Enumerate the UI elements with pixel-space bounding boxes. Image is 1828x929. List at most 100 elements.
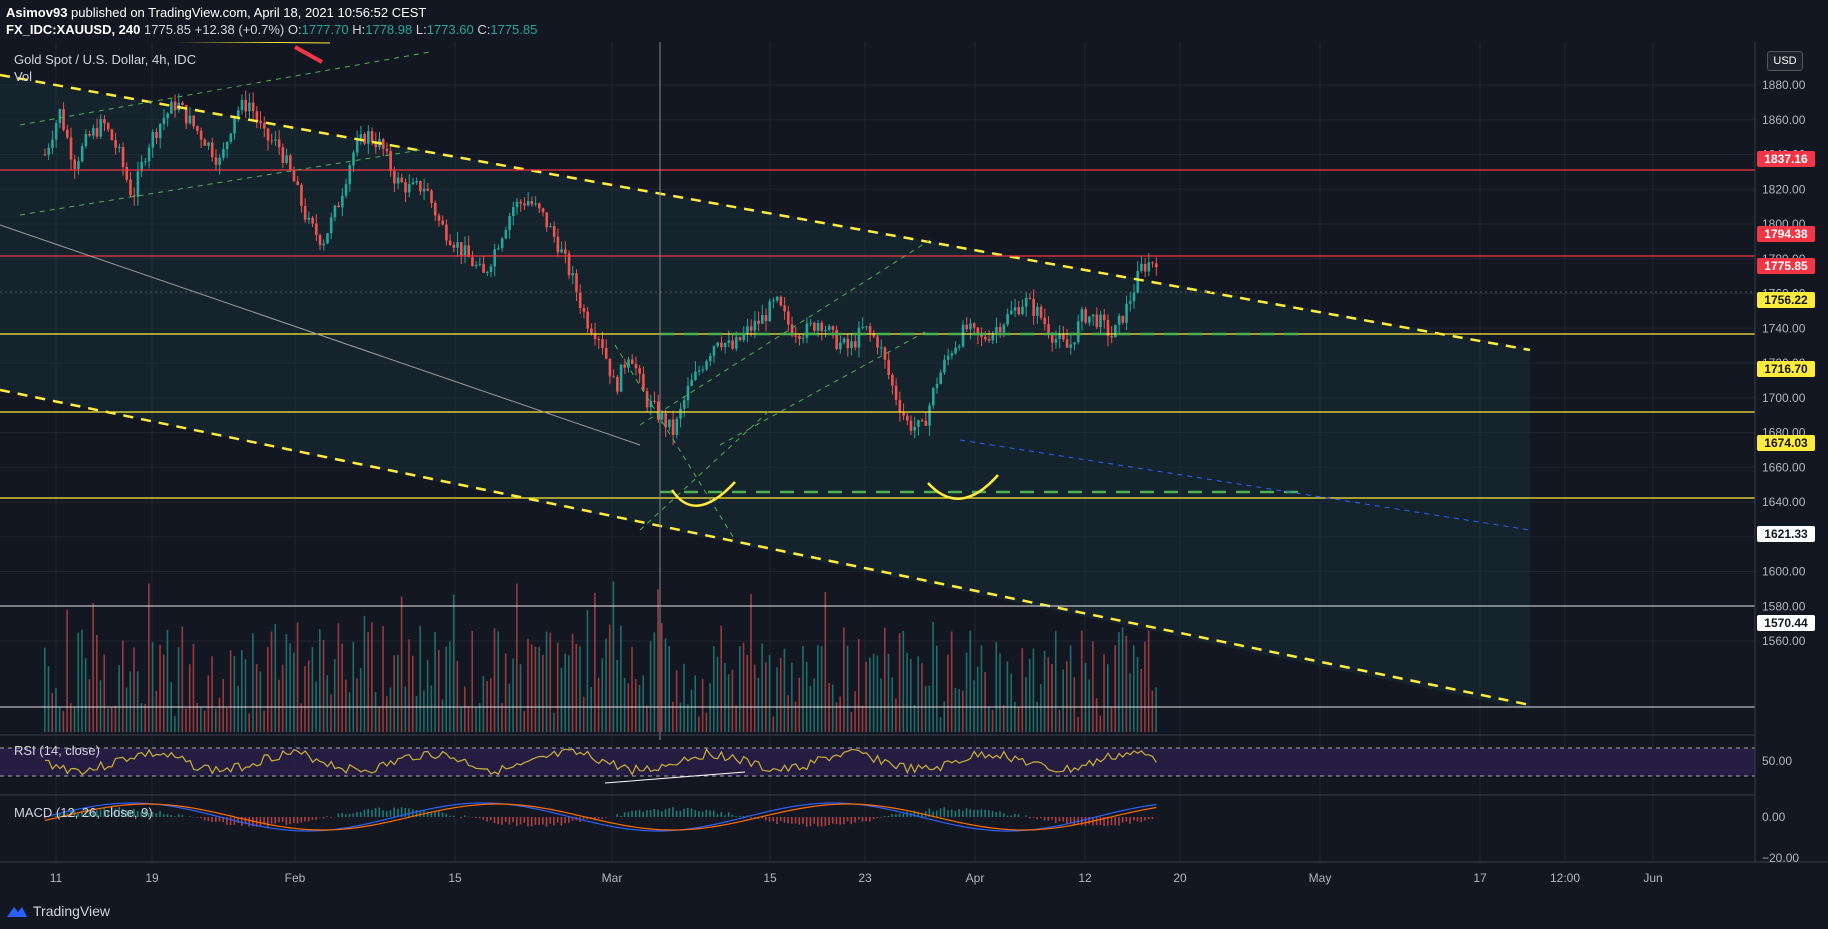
candle-body (244, 99, 247, 112)
volume-bar (441, 699, 444, 732)
candle-body (980, 334, 983, 337)
volume-legend[interactable]: Vol (14, 69, 33, 84)
candle-body (987, 339, 991, 341)
volume-bar (144, 703, 146, 732)
candle-body (1091, 314, 1095, 317)
candle-body (898, 399, 902, 413)
volume-bar (716, 656, 719, 732)
publish-info: published on TradingView.com, April 18, … (71, 5, 427, 20)
volume-bar (705, 712, 708, 732)
candle-body (801, 337, 805, 339)
macd-hist-bar (88, 809, 91, 817)
candle-body (1095, 314, 1099, 328)
candle-body (891, 374, 894, 386)
price-tag: 1794.38 (1757, 225, 1815, 242)
candle-body (203, 139, 207, 146)
macd-hist-bar (805, 817, 808, 827)
price-axis-label: 1600.00 (1762, 565, 1806, 579)
chart-title-legend[interactable]: Gold Spot / U.S. Dollar, 4h, IDC (14, 52, 197, 67)
macd-hist-bar (902, 813, 905, 817)
volume-bar (917, 656, 920, 732)
macd-hist-bar (686, 807, 689, 817)
macd-hist-bar (939, 808, 942, 817)
macd-hist-bar (973, 809, 975, 817)
volume-bar (237, 685, 239, 732)
volume-bar (475, 706, 477, 732)
volume-bar (519, 664, 522, 732)
volume-bar (207, 675, 210, 732)
currency-button[interactable]: USD (1767, 51, 1803, 71)
volume-bar (672, 701, 674, 732)
candle-body (619, 364, 623, 392)
macd-hist-bar (501, 817, 503, 825)
candle-body (315, 223, 318, 236)
rsi-legend[interactable]: RSI (14, close) (14, 743, 100, 758)
volume-bar (958, 689, 960, 732)
time-axis-label: May (1309, 871, 1332, 885)
macd-hist-bar (99, 809, 102, 817)
macd-hist-bar (791, 817, 793, 824)
candle-body (355, 140, 359, 153)
candle-body (80, 146, 84, 162)
tradingview-logo[interactable]: TradingView (6, 903, 110, 919)
volume-bar (690, 689, 693, 732)
time-axis-label: Apr (966, 871, 985, 885)
volume-bar (177, 647, 180, 732)
candle-body (407, 184, 411, 193)
candle-body (188, 115, 192, 124)
author-name[interactable]: Asimov93 (6, 5, 68, 20)
volume-bar (129, 671, 132, 732)
candle-body (292, 169, 296, 182)
macd-hist-bar (341, 812, 343, 817)
candle-body (259, 120, 262, 124)
rise-channel-top (639, 239, 931, 426)
macd-hist-bar (1103, 817, 1105, 827)
volume-bar (646, 705, 648, 732)
macd-hist-bar (742, 816, 745, 817)
volume-bar (140, 703, 143, 732)
volume-bar (776, 667, 778, 732)
macd-hist-bar (136, 810, 139, 817)
macd-hist-bar (1036, 817, 1038, 820)
candle-body (118, 147, 121, 149)
volume-bar (1017, 706, 1020, 732)
candle-body (132, 195, 136, 197)
drawings-layer[interactable] (0, 42, 1755, 740)
volume-bar (326, 675, 329, 732)
volume-bar (973, 680, 975, 732)
volume-bar (96, 634, 98, 732)
candle-body (508, 216, 511, 231)
volume-bar (490, 678, 492, 732)
macd-hist-bar (1088, 817, 1090, 825)
candle-body (1132, 292, 1136, 302)
candle-body (341, 195, 344, 208)
macd-hist-bar (627, 812, 630, 817)
bottom-arc-1 (670, 481, 736, 507)
macd-hist-bar (820, 817, 823, 827)
candle-body (920, 420, 924, 422)
volume-bar (1110, 706, 1113, 732)
candle-body (894, 385, 898, 400)
volume-bar (244, 659, 247, 732)
candle-body (1125, 303, 1128, 323)
chart-header: Asimov93 published on TradingView.com, A… (0, 0, 1828, 42)
time-axis-label: 15 (763, 871, 777, 885)
candle-body (556, 236, 560, 253)
symbol-name[interactable]: FX_IDC:XAUUSD, 240 (6, 22, 141, 37)
volume-bar (1025, 677, 1027, 732)
macd-legend[interactable]: MACD (12, 26, close, 9) (14, 805, 153, 820)
macd-hist-bar (634, 810, 637, 817)
macd-hist-bar (850, 817, 853, 825)
chart-canvas[interactable]: 1880.001860.001840.001820.001800.001780.… (0, 42, 1828, 895)
tradingview-logo-icon (7, 907, 27, 917)
macd-hist-bar (623, 812, 626, 817)
macd-hist-bar (1132, 817, 1135, 821)
volume-bar (92, 602, 94, 732)
volume-bar (1036, 701, 1038, 732)
price-tag: 1756.22 (1757, 292, 1815, 309)
candle-body (768, 301, 772, 322)
volume-bar (181, 626, 184, 732)
candle-body (125, 166, 129, 180)
candle-body (549, 226, 552, 228)
candle-body (236, 110, 240, 117)
